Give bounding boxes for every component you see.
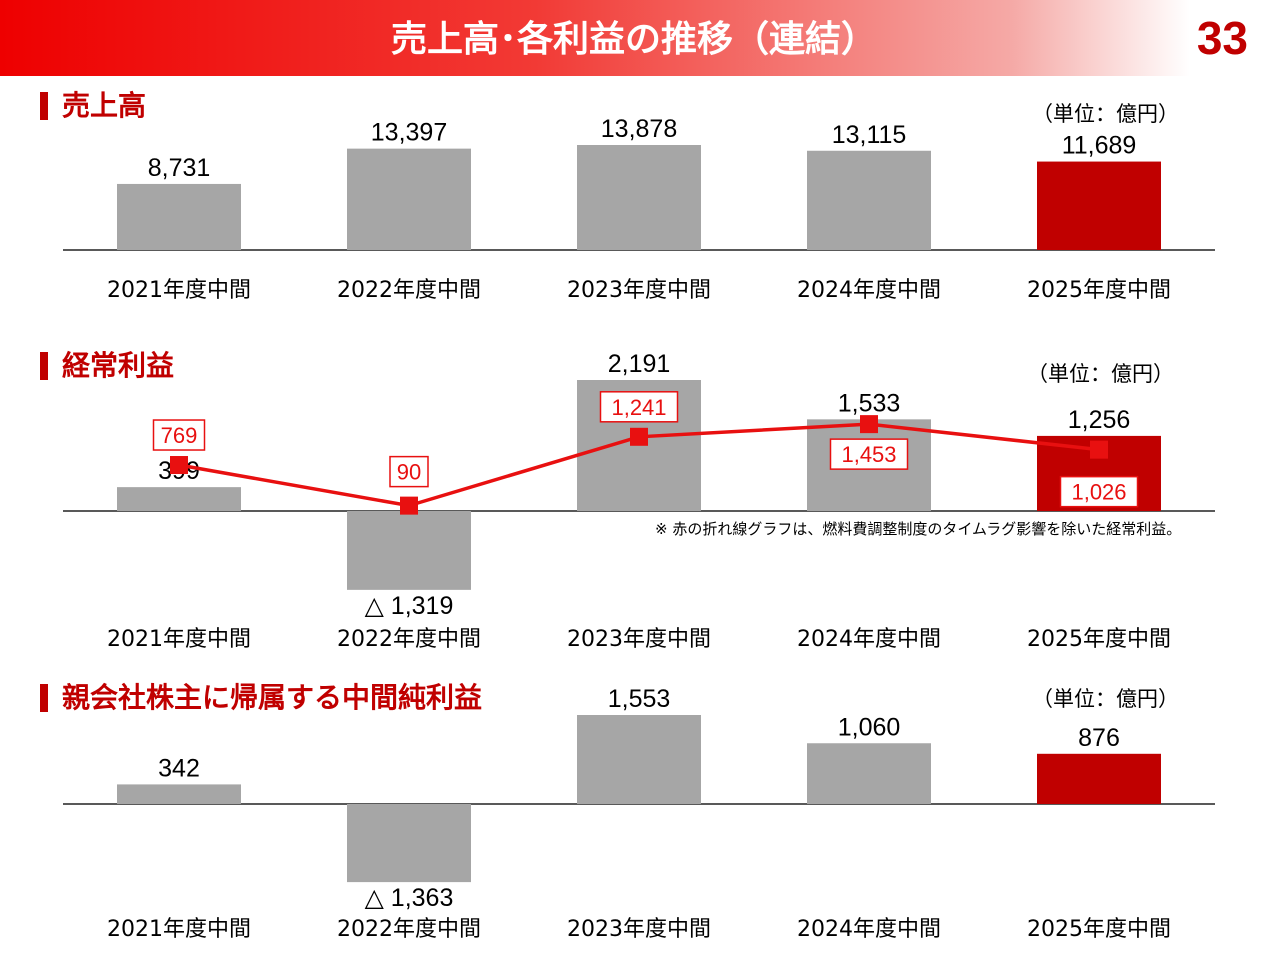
category-label-1: 2021年度中間 <box>107 917 251 942</box>
bar-1 <box>117 183 241 250</box>
bar-value-label-1: 8,731 <box>148 154 211 182</box>
line-value-box-5 <box>1059 475 1139 508</box>
section-title-ordinary-profit: 経常利益 <box>40 346 174 386</box>
bar-1 <box>117 487 241 511</box>
category-label-3: 2023年度中間 <box>567 278 711 303</box>
category-label-5: 2025年度中間 <box>1027 627 1171 652</box>
category-label-2: 2022年度中間 <box>337 278 481 303</box>
bar-5 <box>1037 161 1161 250</box>
category-label-2: 2022年度中間 <box>337 917 481 942</box>
bar-value-label-2: △ 1,319 <box>365 592 454 620</box>
unit-label-net-income: （単位：億円） <box>1032 687 1179 711</box>
bar-value-label-5: 876 <box>1078 724 1120 752</box>
line-marker-4 <box>860 415 878 434</box>
category-label-1: 2021年度中間 <box>107 627 251 652</box>
line-marker-2 <box>400 496 418 515</box>
bar-2 <box>347 511 471 590</box>
line-value-label-1: 769 <box>161 423 198 448</box>
unit-label-ordinary-profit: （単位：億円） <box>1027 362 1174 386</box>
line-value-box-1 <box>152 419 206 451</box>
category-label-3: 2023年度中間 <box>567 917 711 942</box>
category-label-1: 2021年度中間 <box>107 278 251 303</box>
bar-3 <box>577 145 701 250</box>
line-marker-1 <box>170 456 188 475</box>
bar-1 <box>117 784 241 804</box>
line-marker-5 <box>1090 440 1108 459</box>
bar-2 <box>347 148 471 250</box>
category-label-3: 2023年度中間 <box>567 627 711 652</box>
bar-4 <box>807 743 931 804</box>
bar-value-label-3: 13,878 <box>601 115 677 143</box>
header-bar <box>0 0 1190 76</box>
footnote: ※ 赤の折れ線グラフは、燃料費調整制度のタイムラグ影響を除いた経常利益。 <box>655 520 1182 538</box>
bar-value-label-4: 13,115 <box>832 121 907 149</box>
line-value-label-2: 90 <box>397 460 421 485</box>
bar-3 <box>577 715 701 804</box>
unit-label-sales: （単位：億円） <box>1032 102 1179 126</box>
bar-5 <box>1037 753 1161 804</box>
bar-2 <box>347 804 471 883</box>
bar-4 <box>807 150 931 250</box>
bar-value-label-4: 1,533 <box>838 389 901 417</box>
line-value-box-2 <box>389 455 429 488</box>
category-label-4: 2024年度中間 <box>797 917 941 942</box>
line-value-box-3 <box>599 391 679 423</box>
bar-value-label-3: 2,191 <box>608 350 671 378</box>
category-label-2: 2022年度中間 <box>337 627 481 652</box>
page-title: 売上高･各利益の推移（連結） <box>390 19 877 60</box>
line-value-box-4 <box>829 438 909 470</box>
bar-value-label-5: 11,689 <box>1062 132 1137 160</box>
ordinary-profit-chart: 3992021年度中間△ 1,3192022年度中間2,1912023年度中間1… <box>63 350 1215 652</box>
net-income-bar-chart: 342 2021年度中間 △ 1,363 2022年度中間 1,553 2023年度中間 1… <box>63 685 1215 942</box>
category-label-5: 2025年度中間 <box>1027 917 1171 942</box>
page-number: 33 <box>1196 12 1248 64</box>
line-value-label-4: 1,453 <box>841 442 896 467</box>
bar-value-label-5: 1,256 <box>1068 406 1131 434</box>
bar-value-label-3: 1,553 <box>608 685 671 713</box>
bar-value-label-2: △ 1,363 <box>365 884 454 912</box>
line-value-label-3: 1,241 <box>611 395 666 420</box>
category-label-4: 2024年度中間 <box>797 627 941 652</box>
sales-bar-chart: 8,731 2021年度中間 13,397 2022年度中間 13,878 2023年度中… <box>63 115 1215 303</box>
line-value-label-5: 1,026 <box>1071 480 1126 505</box>
category-label-4: 2024年度中間 <box>797 278 941 303</box>
bar-value-label-4: 1,060 <box>838 713 901 741</box>
bar-value-label-2: 13,397 <box>371 119 447 147</box>
section-title-sales: 売上高 <box>40 86 146 126</box>
category-label-5: 2025年度中間 <box>1027 278 1171 303</box>
line-marker-3 <box>630 427 648 446</box>
section-title-net-income: 親会社株主に帰属する中間純利益 <box>40 678 482 718</box>
bar-value-label-1: 342 <box>158 754 200 782</box>
